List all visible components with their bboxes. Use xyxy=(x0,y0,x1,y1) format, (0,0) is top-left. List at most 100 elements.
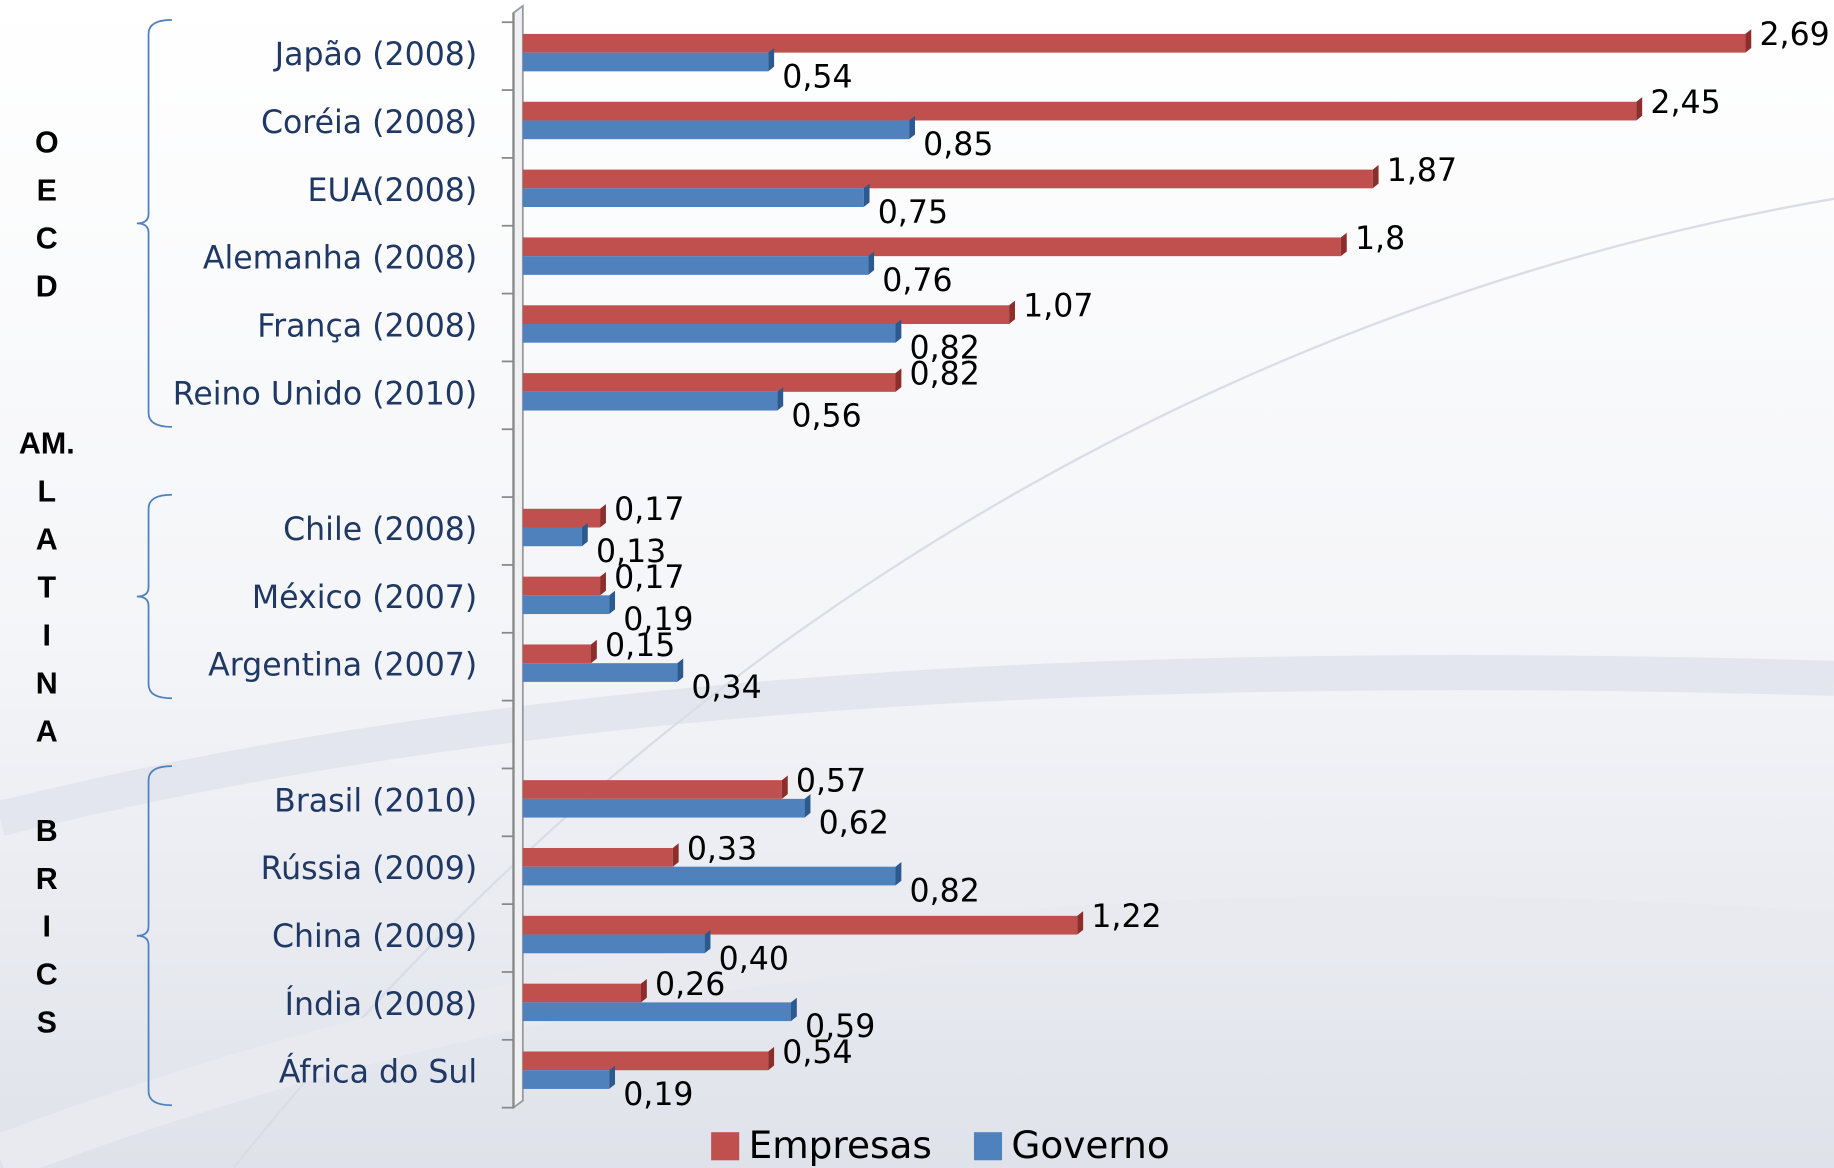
bar-side xyxy=(1636,97,1643,121)
bar xyxy=(522,188,864,208)
value-label: 0,82 xyxy=(910,356,980,392)
value-label: 0,40 xyxy=(719,941,789,977)
bar xyxy=(522,1070,610,1089)
category-label: Japão (2008) xyxy=(273,37,477,73)
bar xyxy=(522,33,1746,53)
group-label: C xyxy=(36,958,58,992)
bar xyxy=(522,373,896,392)
value-label: 0,33 xyxy=(687,831,757,867)
background-curve xyxy=(233,197,1834,1168)
bar-side xyxy=(581,522,588,547)
group-bracket xyxy=(136,765,172,1107)
background-swoosh xyxy=(0,895,1834,1168)
bar xyxy=(522,595,610,615)
value-label: 0,75 xyxy=(878,195,948,231)
bar-side xyxy=(895,319,902,343)
value-label: 2,45 xyxy=(1650,85,1720,121)
group-bracket xyxy=(136,493,172,700)
legend-label: Empresas xyxy=(749,1123,932,1167)
bar-side xyxy=(863,183,870,208)
category-label: EUA(2008) xyxy=(308,173,478,209)
bar-side xyxy=(768,47,775,72)
bar xyxy=(522,120,910,140)
bar xyxy=(522,847,673,867)
bar-side xyxy=(909,115,915,140)
bar xyxy=(522,866,896,886)
group-label: I xyxy=(43,910,51,944)
legend-swatch xyxy=(711,1132,740,1161)
group-label: C xyxy=(36,221,58,255)
value-label: 0,82 xyxy=(910,331,980,367)
value-label: 0,26 xyxy=(655,967,725,1003)
bar xyxy=(522,983,641,1003)
value-label: 0,82 xyxy=(910,873,980,909)
category-label: Reino Unido (2010) xyxy=(173,376,477,412)
bar xyxy=(522,780,782,799)
bar xyxy=(522,237,1341,257)
value-label: 2,69 xyxy=(1759,17,1829,53)
bar xyxy=(522,305,1010,324)
bar-side xyxy=(672,843,679,867)
value-label: 0,62 xyxy=(819,806,889,842)
bar-side xyxy=(704,929,711,954)
legend-label: Governo xyxy=(1011,1123,1169,1167)
bar xyxy=(522,576,601,596)
bar-side xyxy=(768,1046,775,1071)
category-label: Alemanha (2008) xyxy=(203,241,477,277)
bar-side xyxy=(640,978,647,1003)
category-label: México (2007) xyxy=(252,580,477,616)
value-label: 0,17 xyxy=(614,492,684,528)
value-label: 0,19 xyxy=(623,602,693,638)
value-label: 0,19 xyxy=(623,1077,693,1113)
bar-side xyxy=(804,794,811,818)
group-label: O xyxy=(35,125,59,159)
group-label: A xyxy=(36,714,58,748)
category-label: China (2009) xyxy=(272,919,477,955)
category-label: África do Sul xyxy=(279,1053,477,1091)
bar-side xyxy=(600,571,606,596)
bar xyxy=(522,101,1637,121)
category-label: França (2008) xyxy=(257,308,477,344)
bar xyxy=(522,915,1078,935)
bar xyxy=(522,323,896,343)
bar-side xyxy=(895,862,902,886)
bar-side xyxy=(591,639,597,664)
value-label: 0,56 xyxy=(791,399,861,435)
category-label: Rússia (2009) xyxy=(261,851,478,887)
value-label: 0,85 xyxy=(923,127,993,163)
bar xyxy=(522,391,778,411)
bar xyxy=(522,52,769,72)
value-label: 0,57 xyxy=(796,763,866,799)
group-label: B xyxy=(36,814,58,848)
bar xyxy=(522,256,869,275)
category-label: Coréia (2008) xyxy=(261,105,477,141)
bar-side xyxy=(600,504,606,528)
group-label: I xyxy=(43,618,51,652)
group-label: N xyxy=(36,666,58,700)
bar-side xyxy=(1077,911,1084,935)
bar xyxy=(522,508,601,528)
value-label: 1,87 xyxy=(1387,153,1457,189)
bar-side xyxy=(1009,300,1015,324)
bar-side xyxy=(609,1065,616,1089)
category-label: Chile (2008) xyxy=(283,512,477,548)
bar-side xyxy=(677,658,684,682)
group-label: R xyxy=(36,862,58,896)
value-label: 0,13 xyxy=(596,534,666,570)
bar-side xyxy=(895,368,902,392)
bar-side xyxy=(609,590,616,615)
category-label: Argentina (2007) xyxy=(208,648,477,684)
category-label: Índia (2008) xyxy=(285,985,478,1023)
background-swoosh xyxy=(0,655,1834,836)
value-label: 1,8 xyxy=(1355,221,1405,257)
value-label: 0,54 xyxy=(782,59,852,95)
value-label: 0,17 xyxy=(614,560,684,596)
axis-3d-wall xyxy=(512,4,524,1110)
bar xyxy=(522,934,705,954)
bar xyxy=(522,1051,769,1071)
bar xyxy=(522,169,1373,189)
category-label: Brasil (2010) xyxy=(274,783,477,819)
